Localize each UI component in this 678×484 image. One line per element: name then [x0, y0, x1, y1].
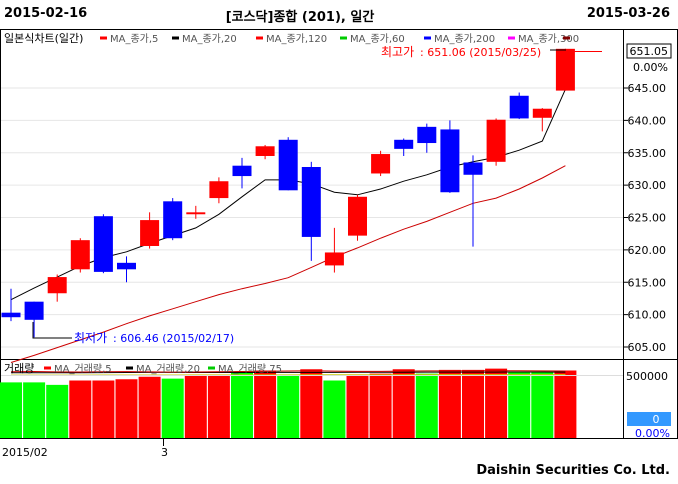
price-panel-frame [0, 29, 678, 360]
candle-body [348, 196, 367, 236]
candle-body [278, 139, 298, 191]
legend-label: MA_종가,5 [110, 33, 158, 45]
candle-body [1, 312, 21, 318]
candle-body [394, 139, 414, 149]
volume-bar [485, 368, 508, 438]
candle-body [70, 240, 90, 270]
tick-label-605: 605.00 [628, 341, 667, 354]
legend-label: MA_종가,120 [266, 33, 327, 45]
volume-chart-label: 거래량 [4, 362, 34, 375]
volume-bar [69, 380, 92, 438]
legend-label: MA_거래량,5 [54, 363, 112, 375]
candle-body [555, 48, 575, 91]
tick-label-615: 615.00 [628, 276, 667, 289]
candle-body [163, 201, 183, 239]
candle-body [117, 262, 136, 270]
volume-bar [369, 373, 392, 438]
start-date: 2015-02-16 [4, 6, 88, 21]
candle-body [509, 95, 529, 119]
price-chart-label: 일본식차트(일간) [4, 31, 83, 45]
low-pointer [32, 322, 72, 339]
high-value: : 651.06 (2015/03/25) [420, 46, 541, 59]
x-label-mar: 3 [161, 446, 168, 459]
candle-body [93, 216, 113, 272]
candle-body [232, 165, 252, 177]
candle-body [324, 252, 344, 266]
candle-body [417, 126, 437, 144]
volume-ma-lines [1, 370, 623, 376]
legend-label: MA_종가,300 [518, 33, 579, 45]
price-value-box [626, 43, 672, 59]
volume-bar [462, 369, 484, 438]
candle-body [486, 119, 506, 162]
high-label: 최고가 [381, 45, 414, 59]
volume-ma20-line [11, 371, 566, 374]
volume-ma5-line [10, 370, 566, 373]
volume-bar [138, 376, 161, 438]
volume-bar [415, 373, 438, 438]
candle-body [209, 181, 229, 199]
volume-bar [0, 382, 22, 438]
volume-bar [438, 369, 461, 438]
legend-label: MA_거래량,75 [218, 363, 282, 375]
candle-body [186, 212, 206, 215]
legend-label: MA_종가,20 [182, 33, 237, 45]
volume-bar [254, 370, 277, 438]
tick-label-625: 625.00 [628, 212, 667, 225]
volume-bar [508, 372, 531, 438]
volume-bar [323, 380, 346, 438]
candle-body [532, 108, 552, 118]
tick-label-630: 630.00 [628, 179, 667, 192]
legend-label: MA_거래량,20 [136, 363, 200, 375]
volume-bar [392, 369, 415, 438]
candle-body [463, 162, 483, 175]
volume-bar [115, 379, 138, 438]
volume-bar [277, 375, 300, 438]
tick-label-645: 645.00 [628, 82, 667, 95]
volume-bar [46, 384, 69, 438]
x-label-feb: 2015/02 [2, 446, 48, 459]
volume-bar [92, 380, 115, 438]
volume-value-box [627, 412, 671, 426]
candle-body [371, 154, 391, 174]
price-value: 651.05 [630, 45, 669, 58]
price-legend: MA_종가,5 MA_종가,20 MA_종가,120 MA_종가,60 MA_종가,20… [100, 33, 579, 45]
volume-bar [23, 382, 46, 438]
tick-label-620: 620.00 [628, 244, 667, 257]
legend-label: MA_종가,200 [434, 33, 495, 45]
candle-body [47, 277, 67, 294]
footer-copyright: Daishin Securities Co. Ltd. [476, 463, 670, 478]
end-date: 2015-03-26 [586, 6, 670, 21]
volume-bar [346, 375, 369, 438]
volume-bar [231, 373, 253, 438]
volume-bar [531, 372, 554, 438]
volume-bar [161, 378, 184, 438]
tick-label-610: 610.00 [628, 309, 667, 322]
price-axis-ticks: 605.00 610.00 615.00 620.00 625.00 630.00 635.… [623, 82, 666, 354]
candle-body [140, 220, 160, 246]
legend-label: MA_종가,60 [350, 33, 405, 45]
low-value: : 606.46 (2015/02/17) [113, 332, 234, 345]
volume-bar [184, 375, 207, 438]
volume-bar [300, 369, 323, 438]
low-label: 최저가 [74, 331, 107, 345]
volume-bars [0, 368, 577, 438]
volume-pct: 0.00% [635, 427, 670, 440]
volume-tick: 500000 [626, 370, 668, 383]
candle-body [24, 301, 44, 320]
chart-title: [코스닥]종합 (201), 일간 [225, 10, 375, 25]
volume-value: 0 [653, 413, 660, 426]
tick-label-635: 635.00 [628, 147, 667, 160]
price-pct: 0.00% [633, 61, 668, 74]
tick-label-640: 640.00 [628, 114, 667, 127]
candle-body [255, 146, 275, 156]
volume-bar [207, 375, 230, 438]
candle-body [301, 166, 321, 237]
volume-legend: MA_거래량,5 MA_거래량,20 MA_거래량,75 [44, 363, 282, 375]
volume-bar [554, 370, 577, 438]
candle-body [440, 129, 460, 193]
candles [1, 48, 575, 338]
